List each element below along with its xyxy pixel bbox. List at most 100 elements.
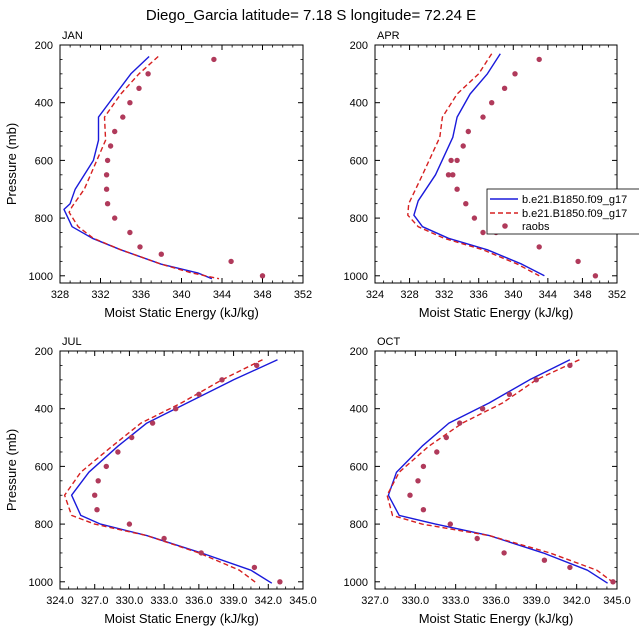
y-tick-label: 200 [35,346,53,358]
y-tick-label: 600 [35,461,53,473]
raobs-point [463,201,469,207]
raobs-point [107,143,114,149]
x-axis-label: Moist Static Energy (kJ/kg) [104,611,259,626]
raobs-point [489,100,495,106]
raobs-point [259,273,266,279]
x-tick-label: 345.0 [289,595,317,607]
x-tick-label: 344 [539,289,557,301]
y-axis-label: Pressure (mb) [4,123,19,205]
x-axis-label: Moist Static Energy (kJ/kg) [419,611,574,626]
raobs-point [506,391,513,397]
x-tick-label: 327.0 [81,595,109,607]
x-tick-label: 345.0 [603,595,631,607]
raobs-point [454,157,460,164]
raobs-point [480,114,486,120]
raobs-point [447,521,453,527]
raobs-point [460,143,466,149]
x-tick-label: 333.0 [442,595,470,607]
y-tick-label: 800 [350,213,368,225]
raobs-point [103,186,110,192]
raobs-point [448,157,454,164]
x-tick-label: 328 [400,289,418,301]
raobs-point [173,406,179,412]
panel-jan: 328 332 336 340 344 348 352 200 400 600 800 1000 JAN… [4,30,312,320]
plot-frame [59,44,304,284]
y-tick-label: 800 [350,519,368,531]
x-tick-label: 348 [253,289,271,301]
x-tick-label: 333.0 [150,595,178,607]
legend-label-raobs: raobs [522,221,550,233]
y-tick-label: 400 [35,98,53,110]
plot-frame [374,350,618,590]
y-tick-label: 800 [35,213,53,225]
series-line-model-2 [386,359,615,584]
raobs-point [198,550,204,556]
raobs-point [415,478,421,484]
y-tick-label: 600 [350,461,368,473]
series-line-model-2 [407,53,540,277]
legend-marker-raobs [502,223,508,229]
x-tick-label: 332 [435,289,453,301]
raobs-point [501,85,508,92]
y-tick-label: 1000 [344,577,368,589]
x-tick-label: 336.0 [482,595,510,607]
raobs-point [211,56,217,63]
plot-frame [374,44,618,284]
panel-title: JUL [62,336,82,348]
raobs-point [95,478,101,484]
x-axis-label: Moist Static Energy (kJ/kg) [419,305,574,320]
y-tick-label: 600 [35,155,53,167]
raobs-point [434,449,440,455]
raobs-point [592,273,599,279]
raobs-point [479,406,486,412]
raobs-point [115,449,121,455]
panel-apr: 324 328 332 336 340 344 348 352 200 400 600 800 1000… [344,30,627,320]
raobs-point [474,535,480,542]
legend-label-model-2: b.e21.B1850.f09_g17 [522,208,627,220]
raobs-point [536,56,542,63]
x-tick-label: 352 [608,289,626,301]
legend-box [486,188,639,235]
raobs-point [536,244,542,250]
y-tick-label: 1000 [29,271,53,283]
y-tick-label: 1000 [29,577,53,589]
raobs-point [103,172,110,178]
x-tick-label: 330.0 [402,595,430,607]
raobs-point [104,157,111,164]
y-tick-label: 200 [350,40,368,52]
raobs-point [112,128,118,135]
raobs-point [158,251,164,257]
x-tick-label: 336 [470,289,488,301]
series-line-model-1 [413,53,545,277]
series-line-model-1 [387,359,608,584]
raobs-point [457,420,463,426]
raobs-point [533,377,539,383]
raobs-point [92,492,98,498]
y-tick-label: 200 [350,346,368,358]
figure-title: Diego_Garcia latitude= 7.18 S longitude=… [146,7,476,24]
raobs-point [196,391,202,397]
x-tick-label: 327.0 [361,595,389,607]
x-tick-label: 328 [51,289,69,301]
x-tick-label: 352 [294,289,312,301]
raobs-point [512,71,518,77]
y-axis-label: Pressure (mb) [4,429,19,511]
x-tick-label: 340 [172,289,190,301]
y-tick-label: 800 [35,519,53,531]
raobs-point [136,85,142,92]
series-line-model-2 [68,55,220,280]
x-tick-label: 336.0 [185,595,213,607]
raobs-point [445,172,452,178]
panel-jul: 324.0 327.0 330.0 333.0 336.0 339.0 342.0 345.0… [4,336,317,626]
raobs-point [161,535,167,542]
raobs-point [251,564,258,571]
x-tick-label: 340 [504,289,522,301]
raobs-point [127,100,133,106]
raobs-point [103,463,110,470]
x-tick-label: 342.0 [563,595,591,607]
panel-title: APR [377,30,400,42]
raobs-point [567,564,573,571]
raobs-point [450,172,456,178]
y-tick-label: 200 [35,40,53,52]
